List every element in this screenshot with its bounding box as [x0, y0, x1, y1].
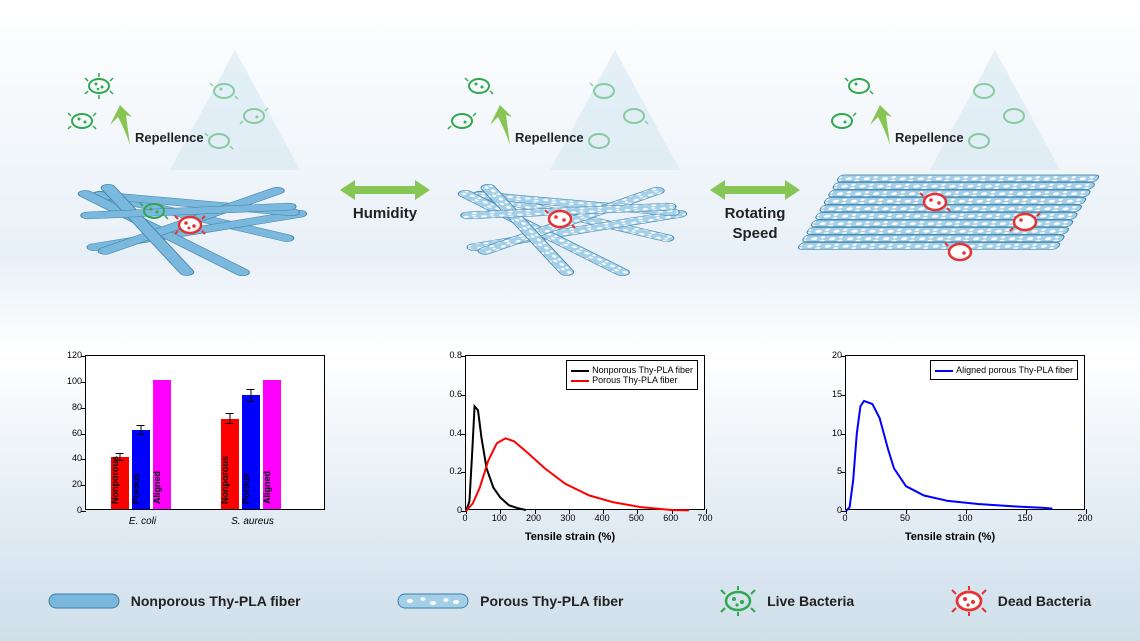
repellence-label: Repellence — [895, 130, 964, 145]
schematic-row: Repellence Repellence — [0, 30, 1140, 300]
dead-bacteria-on-mat — [920, 190, 950, 214]
legend-nonporous: Nonporous Thy-PLA fiber — [49, 592, 301, 610]
live-bacteria-icon — [721, 587, 755, 615]
bar: Aligned — [153, 380, 171, 509]
live-bacteria-icon — [205, 130, 233, 152]
live-bacteria-icon — [585, 130, 613, 152]
porous-swatch-icon — [398, 592, 468, 610]
live-bacteria-icon — [965, 130, 993, 152]
chart-area: NonporousPorousAlignedE. coliNonporousPo… — [85, 355, 325, 510]
legend-label: Porous Thy-PLA fiber — [480, 593, 623, 609]
legend-live: Live Bacteria — [721, 587, 854, 615]
live-bacteria-icon — [970, 80, 998, 102]
live-bacteria-icon — [85, 75, 113, 97]
humidity-label: Humidity — [345, 205, 425, 222]
dead-bacteria-on-mat — [545, 207, 575, 231]
live-bacteria-icon — [845, 75, 873, 97]
repellence-label: Repellence — [515, 130, 584, 145]
panel-porous: Repellence — [400, 35, 740, 295]
live-bacteria-icon — [465, 75, 493, 97]
live-bacteria-icon — [210, 80, 238, 102]
live-bacteria-icon — [828, 110, 856, 132]
legend-porous: Porous Thy-PLA fiber — [398, 592, 623, 610]
bar: Porous — [132, 430, 150, 509]
line-chart-2: Tensile stress (MPa) Tensile strain (%) … — [800, 345, 1100, 545]
dead-bacteria-on-mat — [175, 213, 205, 237]
double-arrow-icon — [710, 180, 800, 200]
panel-nonporous: Repellence — [20, 35, 360, 295]
live-bacteria-icon — [590, 80, 618, 102]
live-bacteria-icon — [1000, 105, 1028, 127]
spray-cone — [930, 50, 1060, 170]
speed-label: Speed — [715, 225, 795, 242]
charts-row: Bacteria reduction (%) NonporousPorousAl… — [0, 340, 1140, 550]
legend-label: Live Bacteria — [767, 593, 854, 609]
dead-bacteria-on-mat — [1010, 210, 1040, 234]
repellence-label: Repellence — [135, 130, 204, 145]
dead-bacteria-on-mat — [945, 240, 975, 264]
bar: Porous — [242, 395, 260, 509]
x-axis-label: Tensile strain (%) — [525, 531, 615, 543]
live-bacteria-icon — [240, 105, 268, 127]
bar: Nonporous — [221, 419, 239, 509]
legend-dead: Dead Bacteria — [952, 587, 1091, 615]
legend-row: Nonporous Thy-PLA fiber Porous Thy-PLA f… — [0, 576, 1140, 626]
legend-label: Nonporous Thy-PLA fiber — [131, 593, 301, 609]
bar-chart: Bacteria reduction (%) NonporousPorousAl… — [40, 345, 340, 545]
live-bacteria-on-mat — [140, 200, 168, 222]
chart-area: Aligned porous Thy-PLA fiber — [845, 355, 1085, 510]
double-arrow-icon — [340, 180, 430, 200]
rotating-label: Rotating — [715, 205, 795, 222]
legend-label: Dead Bacteria — [998, 593, 1091, 609]
nonporous-swatch-icon — [49, 592, 119, 610]
dead-bacteria-icon — [952, 587, 986, 615]
panel-aligned: Repellence — [780, 35, 1120, 295]
bar: Nonporous — [111, 457, 129, 509]
bar: Aligned — [263, 380, 281, 509]
live-bacteria-icon — [448, 110, 476, 132]
line-chart-1: Tensile stress (MPa) Tensile strain (%) … — [420, 345, 720, 545]
spray-cone — [550, 50, 680, 170]
chart-area: Nonporous Thy-PLA fiberPorous Thy-PLA fi… — [465, 355, 705, 510]
x-axis-label: Tensile strain (%) — [905, 531, 995, 543]
spray-cone — [170, 50, 300, 170]
live-bacteria-icon — [620, 105, 648, 127]
live-bacteria-icon — [68, 110, 96, 132]
